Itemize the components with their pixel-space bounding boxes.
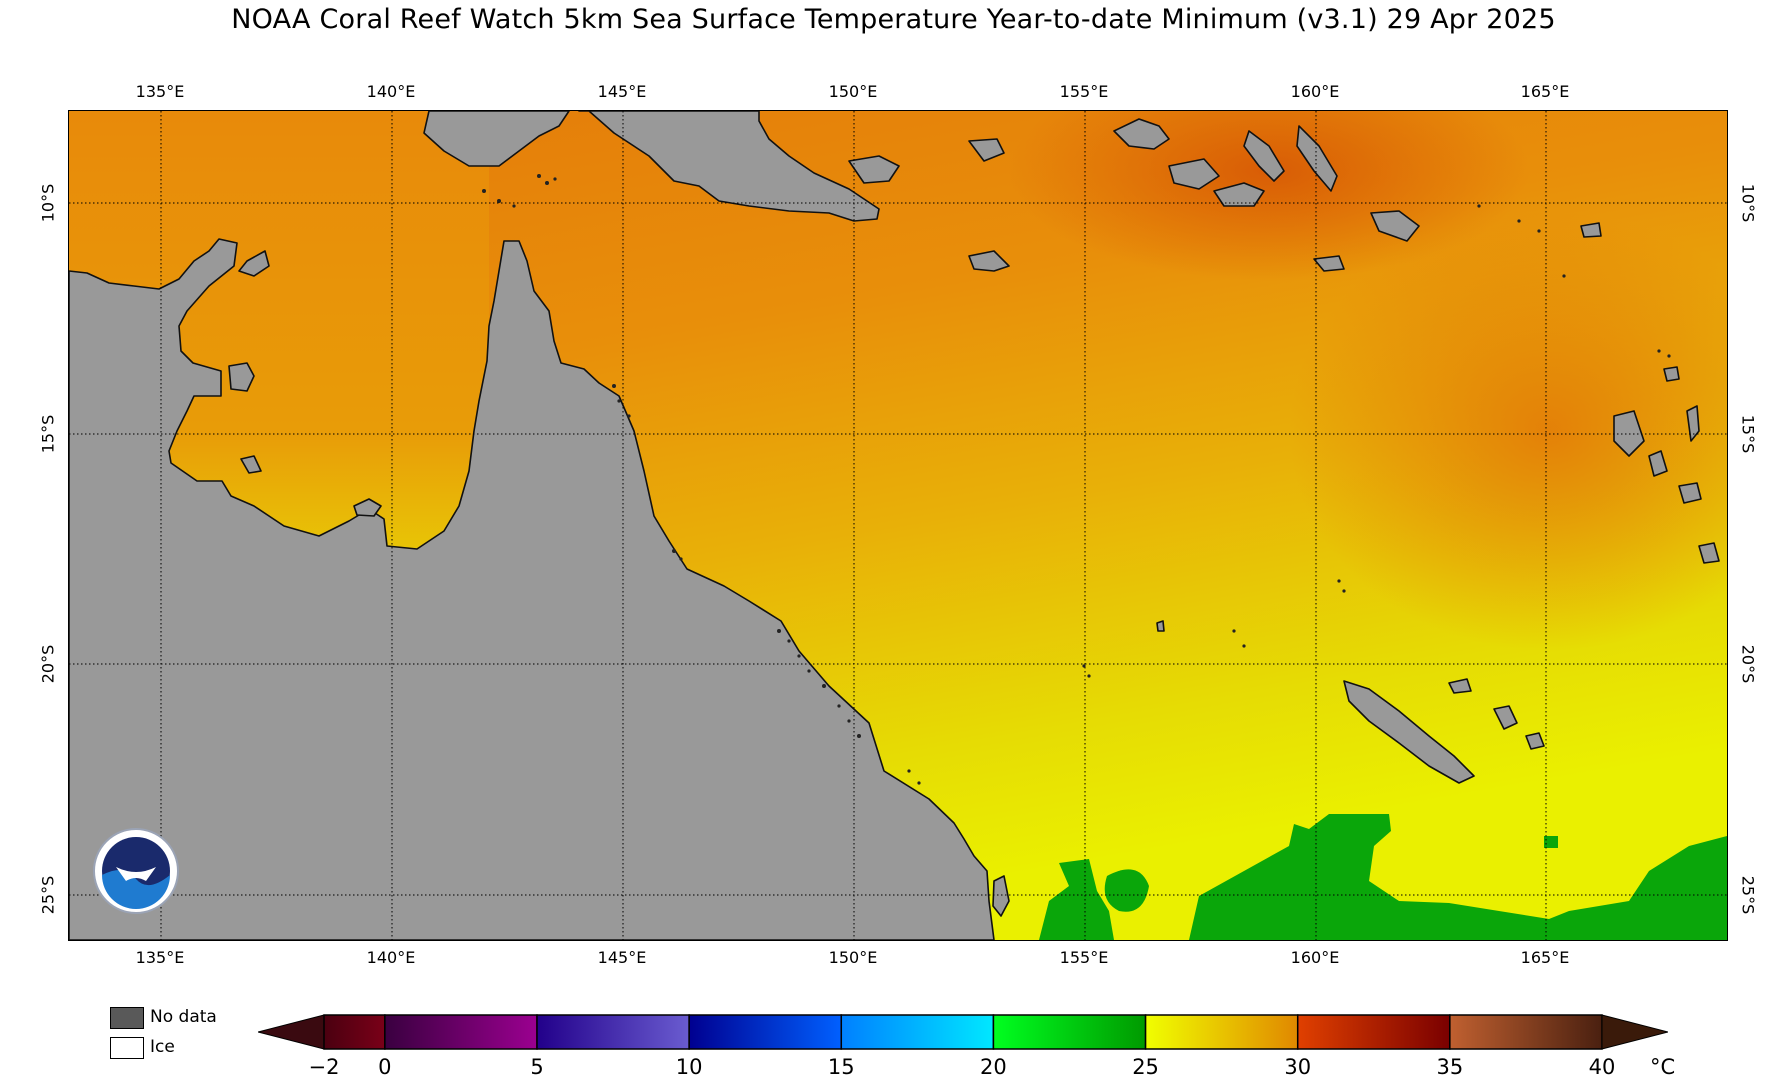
colorbar-tick-label: 30: [1284, 1055, 1312, 1079]
colorbar-tick-label: 5: [530, 1055, 544, 1079]
colorbar-segment-15-20: [840, 1014, 995, 1050]
colorbar-tick-label: 0: [378, 1055, 392, 1079]
no-data-swatch: [110, 1007, 144, 1029]
lon-label-bottom-165: 165°E: [1520, 948, 1570, 967]
vanuatu-malakula: [1648, 450, 1668, 477]
cool-patch-dot: [1544, 836, 1558, 848]
colorbar-under-arrow: [258, 1014, 325, 1050]
fraser-island: [992, 875, 1010, 917]
lon-label-top-165: 165°E: [1520, 82, 1570, 101]
mornington-island: [353, 498, 382, 517]
lat-label-right-20s: 20°S: [1738, 644, 1758, 684]
lon-label-top-145: 145°E: [597, 82, 647, 101]
new-guinea: [578, 111, 880, 222]
new-britain: [848, 155, 900, 184]
colorbar-tick-label: 20: [980, 1055, 1007, 1079]
lon-label-bottom-155: 155°E: [1059, 948, 1109, 967]
lat-label-left-25s: 25°S: [38, 875, 58, 915]
colorbar-segment-5-10: [536, 1014, 690, 1050]
vanuatu-banks: [1663, 366, 1680, 382]
lon-label-top-160: 160°E: [1290, 82, 1340, 101]
loyalty-islands: [1493, 705, 1518, 730]
lon-label-bottom-160: 160°E: [1290, 948, 1340, 967]
colorbar-tick-label: 25: [1132, 1055, 1159, 1079]
colorbar-segment-30-35: [1296, 1014, 1451, 1050]
no-data-label: No data: [150, 1007, 217, 1027]
ice-swatch: [110, 1037, 144, 1059]
bougainville: [1113, 118, 1170, 150]
colorbar: [258, 1014, 1668, 1050]
new-guinea-west: [423, 111, 570, 167]
louisiade-archipelago: [968, 250, 1010, 272]
loyalty-lifou: [1525, 732, 1545, 750]
santa-cruz-islands: [1580, 222, 1602, 238]
cool-patch-small: [1104, 869, 1149, 912]
cool-patch-coral-sea-south: [1039, 859, 1114, 940]
cool-patches: [949, 814, 1727, 940]
chesterfield-islands: [1156, 620, 1165, 632]
colorbar-tick-label: 35: [1436, 1055, 1464, 1079]
colorbar-tick-label: −2: [308, 1055, 340, 1079]
vanuatu-tanna: [1698, 542, 1720, 564]
wellesley-islands: [240, 455, 262, 474]
lon-label-top-140: 140°E: [366, 82, 416, 101]
colorbar-segment-35-40: [1449, 1014, 1603, 1050]
new-caledonia: [1343, 680, 1475, 784]
new-ireland: [968, 138, 1005, 162]
ice-label: Ice: [150, 1037, 175, 1057]
colorbar-tick-label: 10: [675, 1055, 703, 1079]
solomon-choiseul: [1168, 158, 1220, 190]
colorbar-unit: °C: [1650, 1055, 1676, 1079]
lat-label-left-15s: 15°S: [38, 414, 58, 454]
lat-label-right-10s: 10°S: [1738, 183, 1758, 223]
colorbar-tick-label: 15: [827, 1055, 855, 1079]
vanuatu-efate: [1678, 482, 1702, 504]
warm-region-east: [1289, 211, 1727, 651]
melville-island: [238, 250, 270, 277]
groote-eylandt: [228, 362, 255, 392]
lon-label-top-155: 155°E: [1059, 82, 1109, 101]
lat-label-left-10s: 10°S: [38, 183, 58, 223]
solomon-makira: [1370, 210, 1420, 242]
cool-patch-tasman: [1189, 814, 1727, 940]
lat-label-right-15s: 15°S: [1738, 414, 1758, 454]
island-east-coral-sea: [1448, 678, 1472, 694]
gridlines: [69, 111, 1727, 940]
lon-label-top-150: 150°E: [828, 82, 878, 101]
land: [69, 111, 1720, 940]
lat-label-right-25s: 25°S: [1738, 875, 1758, 915]
colorbar-segment-20-25: [992, 1014, 1147, 1050]
colorbar-segment--2-0: [323, 1014, 386, 1050]
lon-label-top-135: 135°E: [135, 82, 185, 101]
sst-map: [68, 110, 1728, 941]
reef-dots: [482, 174, 1671, 785]
australia-mainland: [69, 238, 995, 940]
rennell-island: [1313, 255, 1345, 272]
colorbar-segment-25-30: [1144, 1014, 1299, 1050]
lat-label-left-20s: 20°S: [38, 644, 58, 684]
solomon-santa-isabel: [1243, 130, 1285, 182]
solomon-malaita: [1296, 125, 1338, 192]
lon-label-bottom-140: 140°E: [366, 948, 416, 967]
colorbar-over-arrow: [1601, 1014, 1668, 1050]
lon-label-bottom-150: 150°E: [828, 948, 878, 967]
lon-label-bottom-145: 145°E: [597, 948, 647, 967]
colorbar-tick-label: 40: [1588, 1055, 1616, 1079]
map-title: NOAA Coral Reef Watch 5km Sea Surface Te…: [231, 4, 1556, 35]
vanuatu-pentecost: [1686, 405, 1700, 442]
colorbar-segment-0-5: [384, 1014, 538, 1050]
noaa-logo: [93, 828, 179, 914]
colorbar-segment-10-15: [688, 1014, 843, 1050]
sst-map-svg: [69, 111, 1727, 940]
lon-label-bottom-135: 135°E: [135, 948, 185, 967]
